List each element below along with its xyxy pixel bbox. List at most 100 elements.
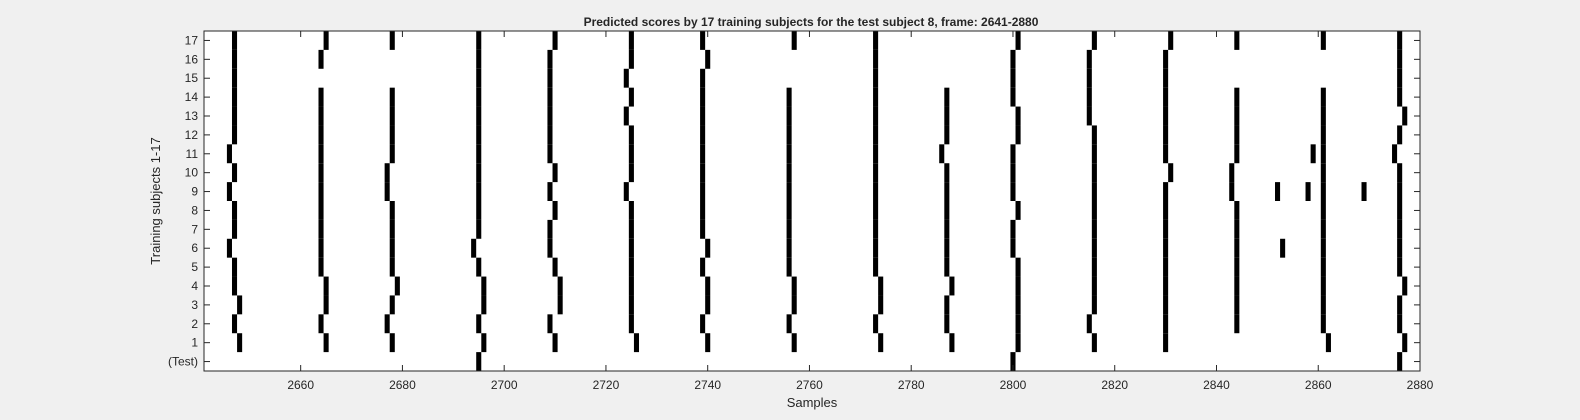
score-mark <box>481 295 487 315</box>
x-tick-label: 2720 <box>593 378 620 392</box>
score-mark <box>389 144 395 164</box>
y-tick-label: 16 <box>185 52 199 66</box>
x-tick-label: 2840 <box>1203 378 1230 392</box>
y-tick-label: 13 <box>185 109 199 123</box>
score-mark <box>1320 87 1326 107</box>
score-mark <box>628 238 634 258</box>
score-mark <box>1280 238 1286 258</box>
score-mark <box>1397 295 1403 315</box>
score-mark <box>231 106 238 126</box>
score-mark <box>318 87 324 107</box>
score-mark <box>1402 276 1408 296</box>
score-mark <box>1320 314 1326 334</box>
score-mark <box>700 201 706 220</box>
score-mark <box>231 314 238 334</box>
score-mark <box>1091 295 1097 315</box>
score-mark <box>633 333 640 353</box>
score-mark <box>389 106 395 126</box>
score-mark <box>1163 125 1169 145</box>
score-mark <box>547 219 553 239</box>
y-tick-label: 15 <box>185 71 199 85</box>
score-mark <box>949 276 955 296</box>
score-mark <box>237 295 243 315</box>
score-mark <box>389 295 395 315</box>
score-mark <box>873 31 879 50</box>
score-mark <box>471 238 477 258</box>
score-mark <box>1234 276 1240 296</box>
score-mark <box>557 276 563 296</box>
score-mark <box>547 314 553 334</box>
score-mark <box>628 163 634 183</box>
score-mark <box>1010 87 1016 107</box>
score-mark <box>1010 163 1016 183</box>
axes-box <box>203 30 1421 372</box>
score-mark <box>1091 276 1097 296</box>
x-tick-label: 2660 <box>287 378 314 392</box>
score-mark <box>1091 257 1097 277</box>
score-mark <box>628 276 634 296</box>
score-mark <box>873 68 879 88</box>
score-mark <box>1320 31 1326 50</box>
score-mark <box>791 333 797 353</box>
score-mark <box>873 87 879 107</box>
score-mark <box>1091 201 1097 220</box>
score-mark <box>1397 125 1403 145</box>
y-axis-label: Training subjects 1-17 <box>148 137 163 264</box>
score-mark <box>700 87 706 107</box>
score-mark <box>389 257 395 277</box>
score-mark <box>786 238 792 258</box>
score-mark <box>791 295 797 315</box>
score-mark <box>623 106 629 126</box>
score-mark <box>628 31 634 50</box>
score-mark <box>1091 125 1097 145</box>
score-mark <box>323 276 329 296</box>
score-mark <box>1275 182 1281 201</box>
score-mark <box>1163 314 1169 334</box>
score-mark <box>384 163 390 183</box>
score-mark <box>1397 257 1403 277</box>
score-mark <box>1163 295 1169 315</box>
score-mark <box>705 238 711 258</box>
x-tick-label: 2680 <box>389 378 416 392</box>
y-tick-label: 10 <box>185 166 199 180</box>
score-mark <box>1320 257 1326 277</box>
y-tick-label: 3 <box>191 298 198 312</box>
score-mark <box>1091 182 1097 201</box>
score-mark <box>700 219 706 239</box>
score-mark <box>1234 257 1240 277</box>
x-tick-label: 2760 <box>796 378 823 392</box>
score-mark <box>791 31 797 50</box>
y-tick-label: 11 <box>186 147 199 161</box>
score-mark <box>552 333 558 353</box>
score-mark <box>1320 238 1326 258</box>
score-mark <box>1234 106 1240 126</box>
score-mark <box>944 314 950 334</box>
score-mark <box>944 125 950 145</box>
score-mark <box>700 144 706 164</box>
score-mark <box>547 49 553 69</box>
score-mark <box>700 106 706 126</box>
score-mark <box>705 295 711 315</box>
score-mark <box>873 219 879 239</box>
score-mark <box>231 219 238 239</box>
score-mark <box>873 182 879 201</box>
score-mark <box>700 257 706 277</box>
score-mark <box>476 106 482 126</box>
score-mark <box>1015 257 1021 277</box>
score-mark <box>1015 31 1021 50</box>
score-mark <box>705 49 711 69</box>
score-mark <box>944 182 950 201</box>
score-mark <box>1402 106 1408 126</box>
x-tick-label: 2820 <box>1101 378 1128 392</box>
score-mark <box>705 333 711 353</box>
score-mark <box>878 295 884 315</box>
x-tick-label: 2740 <box>694 378 721 392</box>
score-mark <box>1163 87 1169 107</box>
score-mark <box>1015 201 1021 220</box>
score-mark <box>1163 68 1169 88</box>
y-tick-label: (Test) <box>168 355 198 369</box>
score-mark <box>226 238 232 258</box>
score-mark <box>700 182 706 201</box>
score-mark <box>1320 219 1326 239</box>
